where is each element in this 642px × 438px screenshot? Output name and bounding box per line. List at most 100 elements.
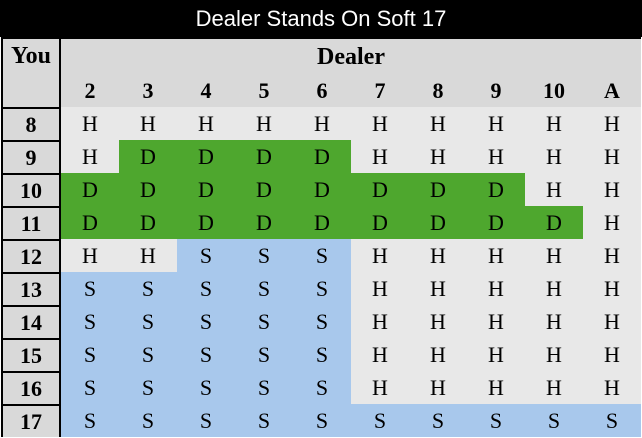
strategy-cell: H: [409, 140, 467, 173]
strategy-cell: H: [525, 272, 583, 305]
strategy-cell: D: [177, 173, 235, 206]
strategy-cell: H: [583, 239, 641, 272]
strategy-cell: D: [293, 140, 351, 173]
strategy-cell: S: [119, 305, 177, 338]
strategy-cell: S: [177, 338, 235, 371]
strategy-cell: S: [525, 404, 583, 437]
strategy-cell: S: [235, 239, 293, 272]
strategy-cell: H: [409, 239, 467, 272]
strategy-cell: H: [119, 239, 177, 272]
strategy-cell: H: [409, 371, 467, 404]
player-hand-label: 15: [3, 340, 59, 371]
strategy-cell: H: [351, 338, 409, 371]
strategy-cell: H: [409, 338, 467, 371]
strategy-cell: H: [409, 107, 467, 140]
strategy-cell: H: [293, 107, 351, 140]
strategy-cell: S: [235, 272, 293, 305]
strategy-cell: H: [467, 338, 525, 371]
strategy-cell: D: [235, 206, 293, 239]
chart-title: Dealer Stands On Soft 17: [0, 0, 642, 37]
dealer-card-header: 4: [177, 75, 235, 107]
strategy-cell: H: [583, 107, 641, 140]
strategy-cell: H: [61, 239, 119, 272]
strategy-cell: S: [177, 404, 235, 437]
strategy-cell: S: [119, 371, 177, 404]
strategy-cell: H: [583, 206, 641, 239]
strategy-cell: H: [351, 239, 409, 272]
strategy-cell: S: [351, 404, 409, 437]
strategy-cell: H: [61, 140, 119, 173]
dealer-card-header: 5: [235, 75, 293, 107]
strategy-cell: S: [293, 272, 351, 305]
strategy-cell: S: [235, 338, 293, 371]
strategy-cell: H: [351, 107, 409, 140]
strategy-cell: H: [525, 371, 583, 404]
strategy-cell: H: [583, 173, 641, 206]
player-hand-label: 16: [3, 373, 59, 404]
strategy-cell: H: [409, 272, 467, 305]
dealer-card-header: 9: [467, 75, 525, 107]
strategy-cell: H: [467, 107, 525, 140]
strategy-cell: H: [351, 272, 409, 305]
dealer-card-header: 7: [351, 75, 409, 107]
player-hand-label: 9: [3, 142, 59, 173]
strategy-cell: S: [61, 371, 119, 404]
player-hand-label: 11: [3, 208, 59, 239]
strategy-cell: H: [235, 107, 293, 140]
player-hand-label: 10: [3, 175, 59, 206]
strategy-cell: H: [583, 371, 641, 404]
strategy-cell: H: [583, 305, 641, 338]
strategy-cell: D: [293, 173, 351, 206]
strategy-cell: S: [119, 338, 177, 371]
strategy-cell: S: [235, 404, 293, 437]
strategy-cell: S: [177, 371, 235, 404]
strategy-cell: S: [177, 272, 235, 305]
strategy-cell: D: [409, 206, 467, 239]
strategy-cell: D: [351, 173, 409, 206]
strategy-cell: S: [119, 404, 177, 437]
strategy-cell: H: [177, 107, 235, 140]
strategy-cell: H: [61, 107, 119, 140]
strategy-cell: S: [293, 404, 351, 437]
strategy-cell: S: [119, 272, 177, 305]
strategy-cell: D: [119, 140, 177, 173]
strategy-cell: H: [467, 239, 525, 272]
strategy-cell: H: [525, 338, 583, 371]
strategy-cell: H: [583, 338, 641, 371]
player-hand-label: 14: [3, 307, 59, 338]
strategy-cell: S: [61, 272, 119, 305]
strategy-cell: H: [467, 371, 525, 404]
strategy-cell: D: [177, 140, 235, 173]
strategy-cell: D: [61, 173, 119, 206]
dealer-card-header: 10: [525, 75, 583, 107]
strategy-cell: H: [525, 305, 583, 338]
dealer-card-header: 3: [119, 75, 177, 107]
strategy-cell: H: [467, 140, 525, 173]
strategy-cell: D: [409, 173, 467, 206]
strategy-cell: S: [409, 404, 467, 437]
player-hand-label: 8: [3, 109, 59, 140]
dealer-card-header: 8: [409, 75, 467, 107]
player-hand-label: 12: [3, 241, 59, 272]
strategy-cell: S: [467, 404, 525, 437]
strategy-cell: S: [61, 305, 119, 338]
dealer-card-header: A: [583, 75, 641, 107]
strategy-cell: S: [293, 338, 351, 371]
dealer-card-header: 2: [61, 75, 119, 107]
strategy-cell: S: [293, 371, 351, 404]
strategy-cell: D: [293, 206, 351, 239]
strategy-cell: H: [525, 173, 583, 206]
strategy-cell: H: [351, 305, 409, 338]
row-header-label: You: [3, 39, 59, 107]
strategy-cell: H: [467, 272, 525, 305]
strategy-cell: D: [119, 206, 177, 239]
strategy-cell: H: [409, 305, 467, 338]
strategy-cell: H: [119, 107, 177, 140]
strategy-cell: H: [583, 140, 641, 173]
player-hand-label: 13: [3, 274, 59, 305]
strategy-cell: S: [583, 404, 641, 437]
strategy-cell: S: [177, 305, 235, 338]
strategy-cell: S: [235, 371, 293, 404]
strategy-cell: D: [525, 206, 583, 239]
